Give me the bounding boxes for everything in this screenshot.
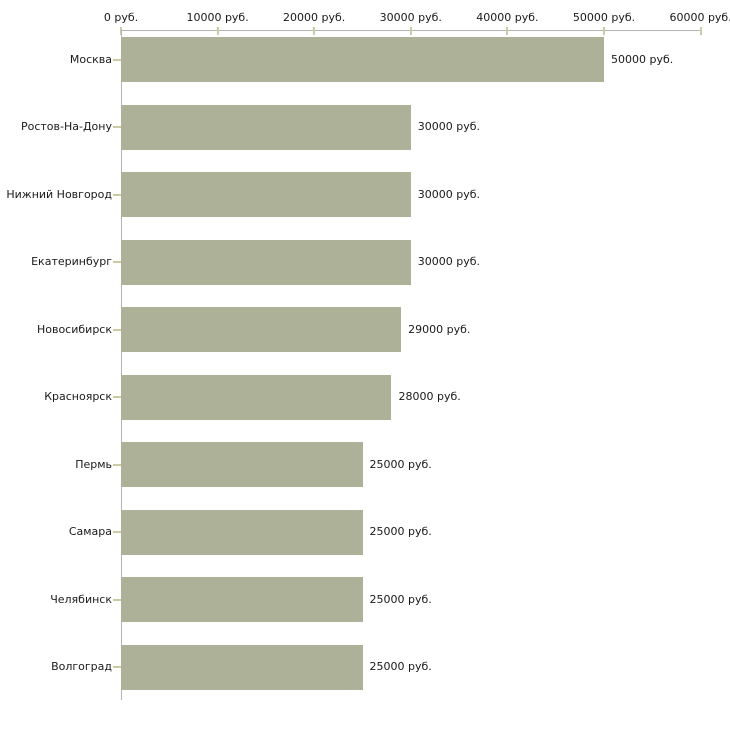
bar (121, 442, 363, 487)
category-label: Нижний Новгород (6, 187, 112, 201)
bar-value-label: 30000 руб. (417, 255, 481, 268)
bar-value-label: 25000 руб. (369, 660, 432, 673)
x-tick-mark (216, 27, 219, 35)
category-tick-mark (113, 396, 121, 398)
y-axis-line (121, 30, 122, 700)
category-label: Ростов-На-Дону (20, 120, 112, 133)
bar (121, 509, 363, 555)
category-tick-mark (113, 666, 121, 668)
x-tick-mark (506, 27, 509, 35)
x-tick-label: 30000 руб. (379, 11, 442, 24)
x-tick-label: 40000 руб. (476, 11, 539, 24)
bar (121, 307, 402, 352)
category-label: Волгоград (51, 660, 112, 673)
x-tick-mark (313, 27, 316, 35)
x-tick-label: 10000 руб. (186, 11, 249, 24)
category-tick-mark (113, 463, 121, 466)
bar (121, 644, 363, 690)
x-tick-label: 60000 руб. (669, 11, 730, 24)
bar (121, 37, 604, 82)
bar-value-label: 30000 руб. (417, 120, 481, 133)
x-tick-label: 20000 руб. (283, 11, 346, 24)
category-tick-mark (113, 261, 121, 263)
category-label: Пермь (75, 457, 112, 471)
bar-value-label: 28000 руб. (398, 390, 461, 403)
category-tick-mark (113, 58, 121, 61)
x-tick-mark (603, 27, 605, 35)
category-tick-mark (113, 193, 121, 196)
category-tick-mark (113, 531, 121, 533)
bar-value-label: 50000 руб. (611, 52, 674, 66)
bar (121, 577, 363, 622)
bar-value-label: 30000 руб. (417, 187, 481, 201)
bar (121, 374, 392, 420)
bar (121, 239, 411, 285)
category-tick-mark (113, 328, 121, 331)
category-label: Новосибирск (36, 322, 112, 336)
bar-value-label: 29000 руб. (408, 322, 471, 336)
x-tick-label: 0 руб. (103, 11, 139, 24)
bar-value-label: 25000 руб. (369, 457, 432, 471)
bar (121, 104, 411, 150)
category-label: Челябинск (50, 592, 112, 606)
category-tick-mark (113, 598, 121, 601)
bar-value-label: 25000 руб. (369, 592, 432, 606)
category-tick-mark (113, 126, 121, 128)
bar-value-label: 25000 руб. (369, 525, 432, 538)
category-label: Самара (68, 525, 112, 538)
category-label: Москва (69, 52, 112, 66)
x-tick-mark (409, 27, 412, 35)
category-label: Екатеринбург (31, 255, 112, 268)
x-tick-label: 50000 руб. (572, 11, 636, 24)
category-label: Красноярск (44, 390, 112, 403)
x-tick-mark (699, 27, 702, 35)
bar (121, 172, 411, 217)
